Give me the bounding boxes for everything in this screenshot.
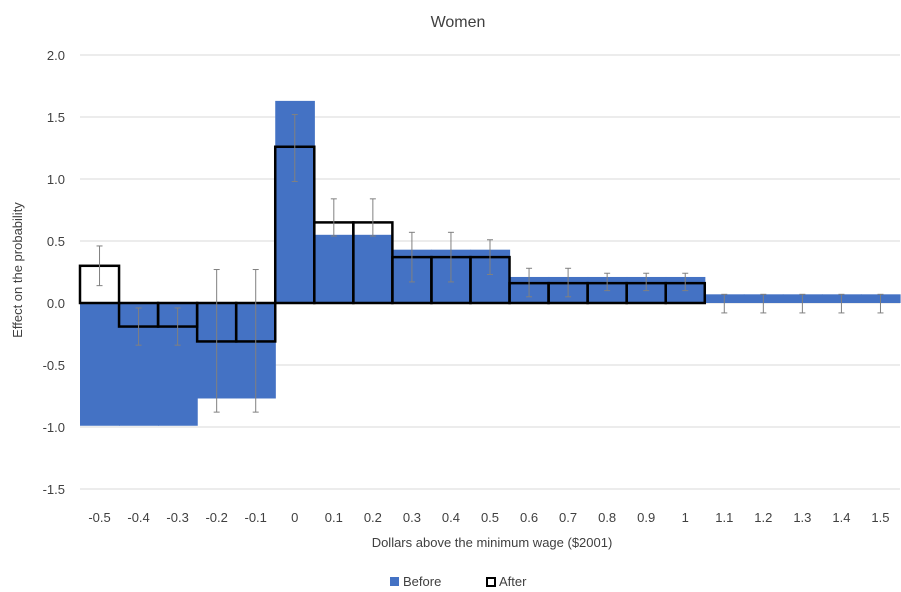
x-tick-label: 0.7 (559, 510, 577, 525)
error-bars (96, 114, 884, 413)
before-bar (80, 303, 120, 426)
x-tick-label: 0.2 (364, 510, 382, 525)
x-tick-label: 1.3 (793, 510, 811, 525)
y-tick-label: -1.5 (43, 482, 65, 497)
x-tick-label: 0 (291, 510, 298, 525)
x-tick-label: -0.5 (88, 510, 110, 525)
y-axis-title: Effect on the probability (10, 202, 25, 338)
x-tick-label: 0.6 (520, 510, 538, 525)
chart-title: Women (431, 14, 486, 31)
x-tick-label: -0.1 (245, 510, 267, 525)
y-tick-label: -0.5 (43, 358, 65, 373)
legend: Before After (390, 574, 527, 589)
legend-before-label: Before (403, 574, 441, 589)
y-tick-label: 0.5 (47, 234, 65, 249)
legend-after-label: After (499, 574, 527, 589)
legend-before-swatch (390, 577, 399, 586)
x-tick-label: 0.4 (442, 510, 460, 525)
y-axis-ticks: -1.5 -1.0 -0.5 0.0 0.5 1.0 1.5 2.0 (43, 48, 65, 497)
x-tick-label: 1 (682, 510, 689, 525)
y-tick-label: 1.0 (47, 172, 65, 187)
y-tick-label: 2.0 (47, 48, 65, 63)
y-tick-label: -1.0 (43, 420, 65, 435)
x-tick-label: -0.3 (166, 510, 188, 525)
x-tick-label: -0.4 (127, 510, 149, 525)
x-axis-ticks: -0.5 -0.4 -0.3 -0.2 -0.1 0 0.1 0.2 0.3 0.4 0.5 0.6 0… (88, 510, 889, 525)
legend-after-swatch (486, 577, 496, 587)
x-tick-label: 1.4 (832, 510, 850, 525)
x-axis-title: Dollars above the minimum wage ($2001) (372, 535, 613, 550)
before-series (80, 100, 901, 426)
x-tick-label: 1.5 (871, 510, 889, 525)
before-bar (314, 234, 354, 303)
x-tick-label: 0.1 (325, 510, 343, 525)
x-tick-label: 0.8 (598, 510, 616, 525)
y-tick-label: 0.0 (47, 296, 65, 311)
x-tick-label: 0.5 (481, 510, 499, 525)
x-tick-label: -0.2 (205, 510, 227, 525)
x-tick-label: 0.9 (637, 510, 655, 525)
x-tick-label: 0.3 (403, 510, 421, 525)
x-tick-label: 1.1 (715, 510, 733, 525)
y-tick-label: 1.5 (47, 110, 65, 125)
x-tick-label: 1.2 (754, 510, 772, 525)
before-bar (353, 234, 393, 303)
